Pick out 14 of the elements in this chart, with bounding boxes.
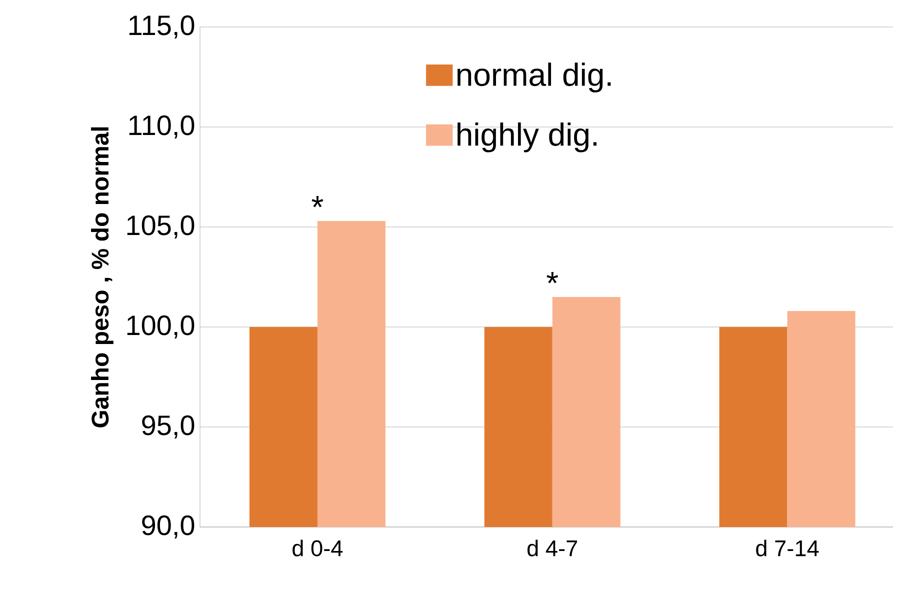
y-tick-label: 110,0 xyxy=(129,115,194,139)
annotation: * xyxy=(546,272,558,284)
y-tick-label: 100,0 xyxy=(127,315,194,339)
annotation: * xyxy=(312,196,324,208)
x-tick-label: d 4-7 xyxy=(528,540,578,556)
y-tick-label: 90,0 xyxy=(142,515,194,539)
x-tick-label: d 0-4 xyxy=(292,540,343,556)
legend-label: highly dig. xyxy=(458,122,596,152)
y-tick-label: 105,0 xyxy=(127,215,194,239)
legend-label: normal dig. xyxy=(458,62,611,92)
x-tick-label: d 7-14 xyxy=(756,540,819,556)
y-tick-label: 115,0 xyxy=(129,15,194,39)
y-axis-title: Ganho peso , % do normal xyxy=(91,127,114,428)
y-tick-label: 95,0 xyxy=(142,415,194,439)
